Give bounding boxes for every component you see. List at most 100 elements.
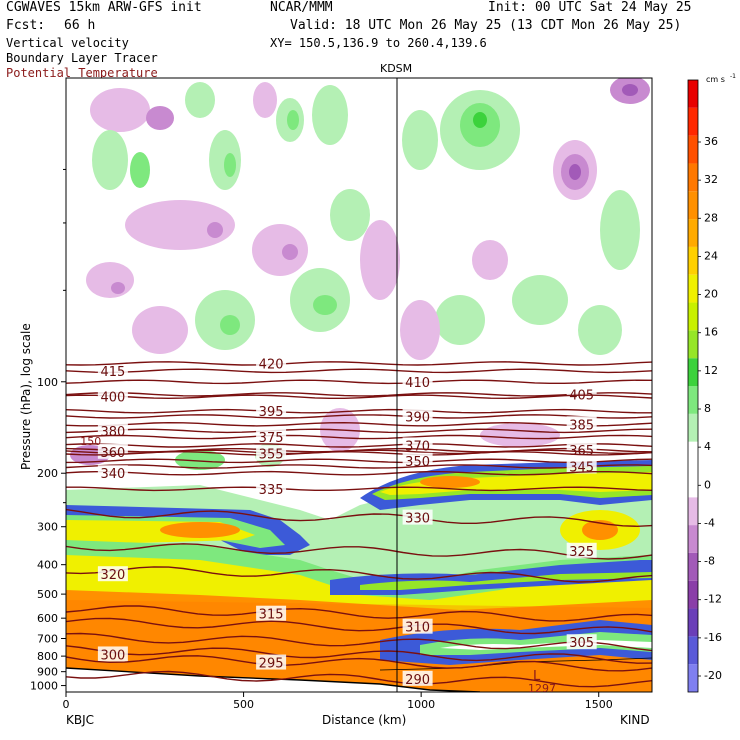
isentrope-line (66, 486, 652, 492)
isentrope-label: 305 (569, 636, 594, 651)
isentrope-label: 335 (259, 483, 284, 498)
y-tick-label: 700 (37, 633, 58, 646)
isentrope-label-bg (256, 403, 287, 419)
isentrope-label: 400 (100, 391, 125, 406)
isentrope-label-bg (402, 509, 433, 525)
isentrope-label: 325 (569, 545, 594, 560)
field-vertical-velocity: Vertical velocity (6, 36, 129, 50)
isentrope-line (66, 443, 652, 448)
plot-frame (65, 77, 653, 693)
isentrope-line (66, 566, 652, 583)
x-tick-label: 500 (233, 698, 254, 711)
colorbar-segment (688, 441, 698, 470)
isentrope-line (66, 414, 652, 419)
chart-title: CGWAVES 15km ARW-GFS init (6, 0, 202, 15)
isentrope-label: 390 (405, 410, 430, 425)
isentrope-label-bg (97, 566, 128, 582)
colorbar-tick-label: -8 (704, 555, 715, 568)
isentrope-line (66, 408, 652, 414)
isentrope-line (66, 458, 652, 464)
colorbar-tick-label: 8 (704, 402, 711, 415)
colorbar-unit-exponent: -1 (730, 73, 736, 80)
isentrope-label-bg (256, 654, 287, 670)
surface-low-value: 1297 (528, 682, 556, 695)
isentrope-label: 415 (100, 365, 125, 380)
isentrope-label: 370 (405, 439, 430, 454)
colorbar-tick-label: 32 (704, 173, 718, 186)
isentrope-label: 385 (569, 418, 594, 433)
isentrope-label: 330 (405, 512, 430, 527)
isentrope-label-bg (402, 373, 433, 389)
isentrope-label: 410 (405, 376, 430, 391)
valid-time: Valid: 18 UTC Mon 26 May 25 (13 CDT Mon … (290, 18, 682, 33)
isentrope-line (66, 645, 652, 664)
isentrope-label-bg (97, 422, 128, 438)
y-tick-label: 500 (37, 588, 58, 601)
colorbar-segment (688, 413, 698, 442)
isentrope-label-bg (97, 362, 128, 378)
isentrope-label-bg (402, 452, 433, 468)
forecast-label: Fcst: (6, 18, 46, 33)
colorbar-frame (687, 79, 699, 693)
x-axis-title: Distance (km) (322, 713, 406, 727)
isentrope-label: 315 (259, 608, 284, 623)
isentrope-label: 375 (259, 431, 284, 446)
colorbar-segment (688, 135, 698, 164)
isentrope-line (66, 361, 652, 366)
station-marker-label: KDSM (380, 62, 412, 75)
colorbar-segment (688, 664, 698, 692)
isentrope-label-bg (566, 386, 597, 402)
isentrope-line (66, 394, 652, 400)
init-time: Init: 00 UTC Sat 24 May 25 (488, 0, 692, 15)
colorbar-tick-label: 36 (704, 135, 718, 148)
x-tick-label: 0 (63, 698, 70, 711)
isentrope-label-bg (402, 408, 433, 424)
isentrope-line (66, 464, 652, 469)
isentrope-line (66, 508, 652, 528)
isentrope-line (66, 428, 652, 434)
colorbar-segment (688, 552, 698, 581)
colorbar-tick-label: 0 (704, 478, 711, 491)
isentrope-line (66, 632, 652, 652)
organization: NCAR/MMM (270, 0, 333, 15)
left-station-label: KBJC (66, 713, 94, 727)
colorbar-segment (688, 525, 698, 553)
isentrope-label: 395 (259, 405, 284, 420)
colorbar-segment (688, 358, 698, 386)
isentrope-label-bg (97, 646, 128, 662)
y-tick-label: 1000 (30, 680, 58, 693)
isentrope-label-bg (256, 355, 287, 371)
isentrope-label-bg (256, 480, 287, 496)
y-tick-label: 100 (37, 376, 58, 389)
x-tick-label: 1000 (407, 698, 435, 711)
colorbar-segment (688, 302, 698, 331)
isentrope-label: 300 (100, 648, 125, 663)
colorbar-segment (688, 191, 698, 220)
surface-low-marker: L (533, 669, 541, 684)
colorbar-segment (688, 246, 698, 275)
isentrope-line (66, 368, 652, 374)
colorbar-segment (688, 386, 698, 414)
colorbar-segment (688, 274, 698, 303)
right-station-label: KIND (620, 713, 650, 727)
isentrope-line (66, 470, 652, 476)
colorbar: 36 32 28 24 20 16 12 8 4 0 -4 -8 -12 -16 -20 (687, 79, 722, 693)
isentrope-label-bg (566, 442, 597, 458)
colorbar-segment (688, 636, 698, 665)
isentrope-line (66, 450, 652, 456)
isentrope-label: 340 (100, 467, 125, 482)
y-tick-label: 400 (37, 559, 58, 572)
colorbar-tick-label: 16 (704, 326, 718, 339)
isentrope-label: 360 (100, 446, 125, 461)
isentrope-label-bg (256, 445, 287, 461)
isentrope-label-bg (566, 416, 597, 432)
colorbar-tick-label: 28 (704, 211, 718, 224)
x-tick-label: 1500 (585, 698, 613, 711)
isentrope-line (66, 655, 652, 672)
colorbar-tick-label: -16 (704, 631, 722, 644)
colorbar-tick-label: -12 (704, 593, 722, 606)
isentrope-line (66, 543, 652, 560)
